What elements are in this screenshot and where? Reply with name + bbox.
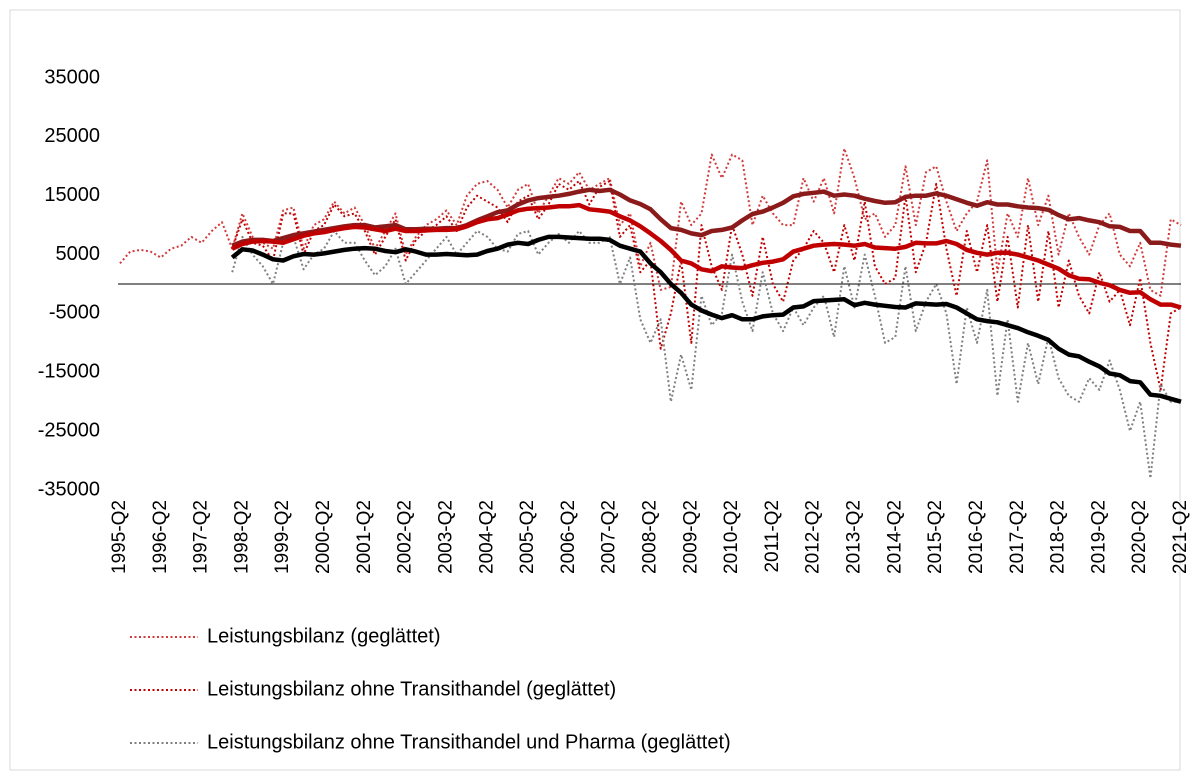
x-tick-label: 2017-Q2 [1007,500,1028,574]
x-tick-label: 2015-Q2 [925,500,946,574]
legend-label: Leistungsbilanz (geglättet) [207,625,440,647]
x-tick-label: 2010-Q2 [721,500,742,574]
x-tick-label: 2011-Q2 [762,500,783,573]
series-line [231,202,1182,310]
x-tick-label: 2020-Q2 [1129,500,1150,574]
x-tick-label: 2000-Q2 [313,500,334,574]
x-tick-label: 1999-Q2 [272,500,293,574]
y-tick-label: 5000 [56,243,101,265]
y-tick-label: 25000 [44,125,100,147]
series-line [230,234,1182,404]
x-tick-label: 2021-Q2 [1170,500,1190,574]
x-tick-label: 2007-Q2 [599,500,620,574]
legend-label: Leistungsbilanz ohne Transithandel (gegl… [207,678,616,700]
y-tick-label: -5000 [49,302,100,324]
x-tick-label: 2002-Q2 [395,500,416,574]
x-tick-label: 2016-Q2 [966,500,987,574]
x-tick-label: 1997-Q2 [191,500,212,574]
y-tick-label: 35000 [44,66,100,88]
x-tick-label: 1996-Q2 [150,500,171,574]
x-tick-label: 2001-Q2 [354,500,375,574]
y-tick-label: 15000 [44,184,100,206]
x-tick-label: 2003-Q2 [435,500,456,574]
x-tick-label: 2005-Q2 [517,500,538,574]
x-tick-label: 2014-Q2 [884,500,905,574]
series-line [119,147,1182,297]
chart-border [9,9,1181,771]
series-line [231,180,1182,391]
x-tick-label: 2012-Q2 [803,500,824,574]
legend-label: Leistungsbilanz ohne Transithandel und P… [207,731,731,753]
x-tick-label: 2018-Q2 [1048,500,1069,574]
y-tick-label: -15000 [38,361,100,383]
x-tick-label: 2019-Q2 [1088,500,1109,574]
y-tick-label: -35000 [38,478,100,500]
x-tick-label: 2006-Q2 [558,500,579,574]
x-tick-label: 1995-Q2 [109,500,130,574]
x-tick-label: 1998-Q2 [231,500,252,574]
x-tick-label: 2004-Q2 [476,500,497,574]
x-tick-label: 2009-Q2 [680,500,701,574]
y-tick-label: -25000 [38,419,100,441]
series-line [231,187,1182,248]
x-tick-label: 2008-Q2 [640,500,661,574]
x-tick-label: 2013-Q2 [844,500,865,574]
